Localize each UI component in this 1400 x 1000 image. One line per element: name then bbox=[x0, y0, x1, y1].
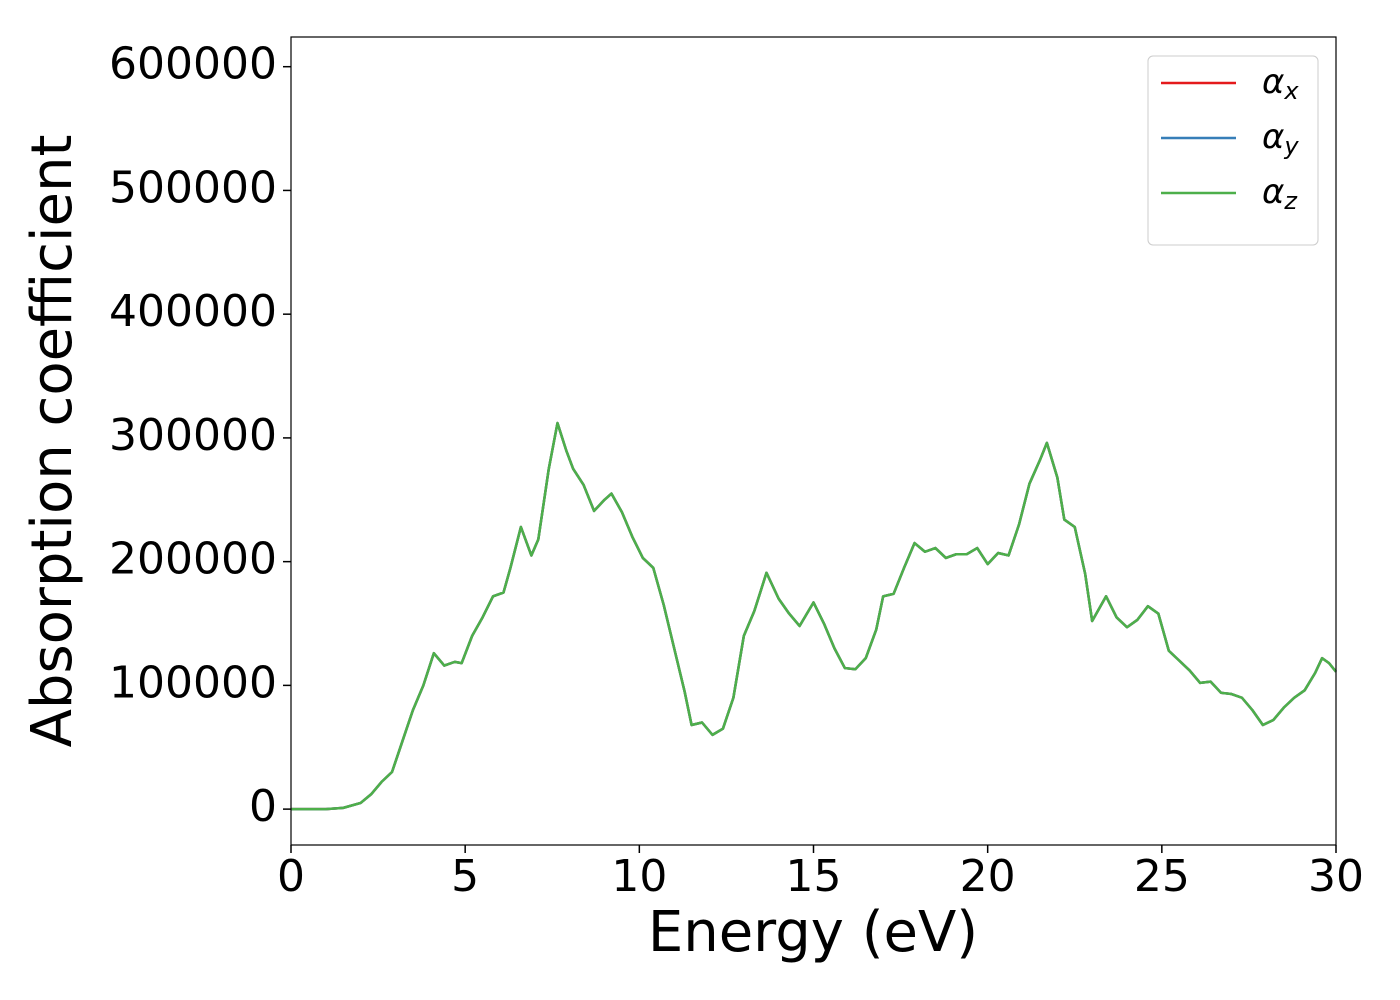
legend-label: αy bbox=[1262, 117, 1299, 161]
legend: αx αy αz bbox=[1147, 55, 1319, 246]
x-tick-label: 30 bbox=[1308, 851, 1364, 902]
series-line bbox=[291, 421, 1337, 811]
y-tick-label: 600000 bbox=[109, 39, 277, 90]
y-tick-label: 300000 bbox=[109, 410, 277, 461]
y-tick-label: 100000 bbox=[109, 657, 277, 708]
x-tick-label: 15 bbox=[786, 851, 842, 902]
y-axis-label: Absorption coefficient bbox=[20, 135, 85, 748]
x-tick-label: 0 bbox=[277, 851, 305, 902]
x-axis-label: Energy (eV) bbox=[648, 900, 978, 965]
x-tick-label: 25 bbox=[1134, 851, 1190, 902]
x-tick-label: 5 bbox=[451, 851, 479, 902]
y-tick-label: 400000 bbox=[109, 286, 277, 337]
y-tick-label: 200000 bbox=[109, 534, 277, 585]
plot-frame bbox=[290, 36, 1337, 846]
y-tick-label: 500000 bbox=[109, 162, 277, 213]
legend-box bbox=[1147, 55, 1319, 246]
legend-label: αz bbox=[1262, 172, 1298, 216]
y-tick-label: 0 bbox=[249, 781, 277, 832]
legend-label: αx bbox=[1262, 62, 1299, 106]
x-tick-label: 20 bbox=[960, 851, 1016, 902]
series-line bbox=[291, 421, 1337, 811]
x-tick-label: 10 bbox=[611, 851, 667, 902]
series-line bbox=[291, 421, 1337, 811]
